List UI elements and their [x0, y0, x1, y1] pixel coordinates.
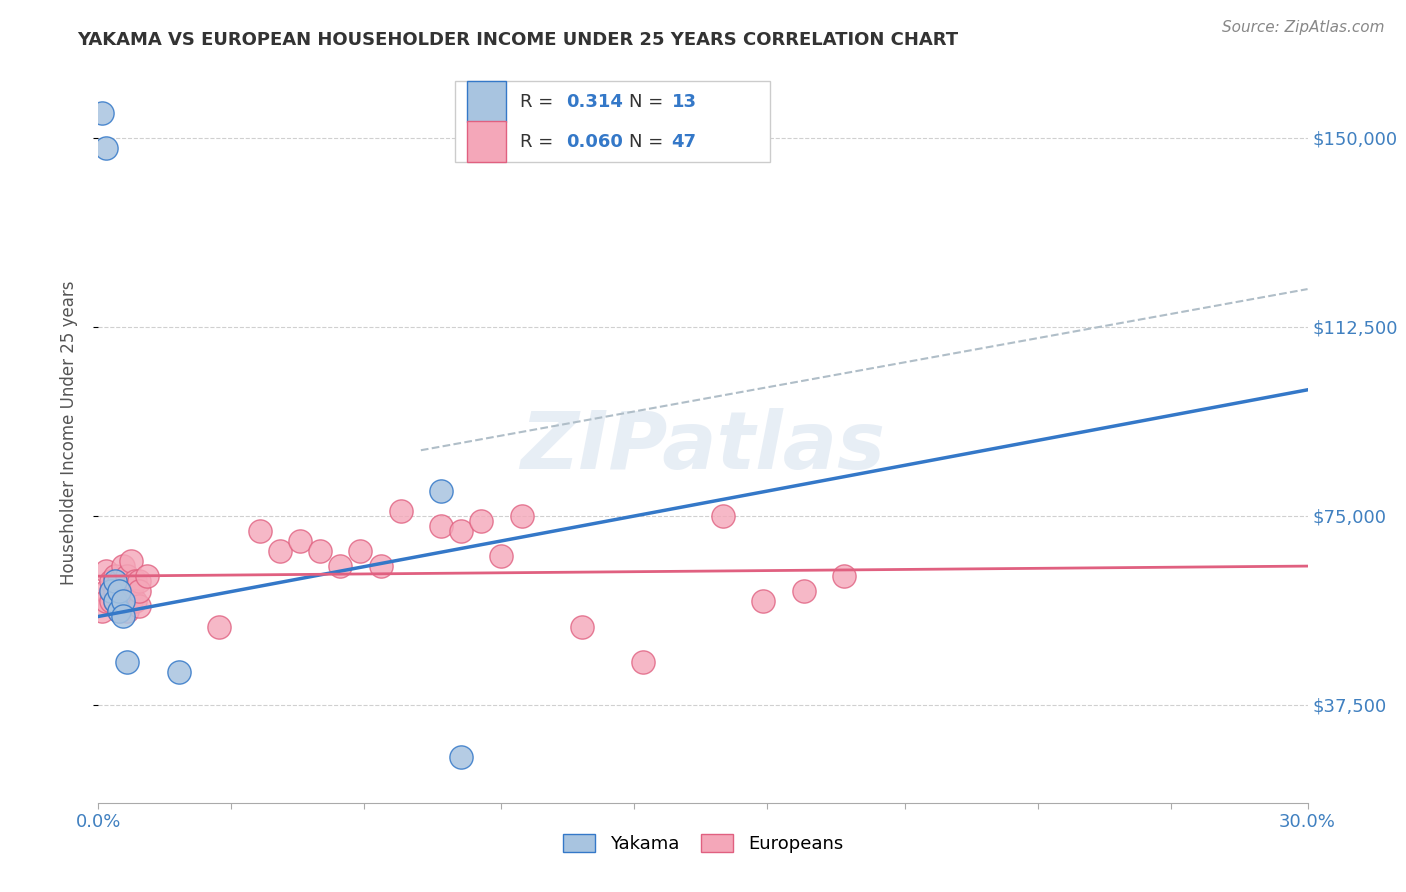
Legend: Yakama, Europeans: Yakama, Europeans: [555, 827, 851, 861]
FancyBboxPatch shape: [456, 81, 769, 162]
Point: [96, 594, 118, 608]
Text: ZIPatlas: ZIPatlas: [520, 409, 886, 486]
Point: [115, 655, 138, 669]
Point: [103, 569, 125, 583]
Point: [370, 559, 392, 574]
Point: [103, 594, 125, 608]
Text: N =: N =: [630, 93, 669, 111]
Point: [120, 584, 142, 599]
Text: 0.060: 0.060: [567, 133, 623, 151]
Point: [111, 559, 134, 574]
Point: [128, 584, 150, 599]
Point: [111, 594, 134, 608]
FancyBboxPatch shape: [467, 81, 506, 122]
Point: [491, 549, 513, 563]
Point: [103, 574, 125, 589]
FancyBboxPatch shape: [467, 121, 506, 162]
Point: [389, 504, 412, 518]
Point: [450, 750, 472, 764]
Point: [111, 609, 134, 624]
Text: R =: R =: [520, 133, 560, 151]
Point: [128, 574, 150, 589]
Text: R =: R =: [520, 93, 560, 111]
Point: [329, 559, 352, 574]
Point: [96, 564, 118, 578]
Point: [100, 584, 122, 599]
Point: [128, 599, 150, 614]
Point: [120, 554, 142, 568]
Point: [107, 574, 129, 589]
Point: [107, 604, 129, 618]
Point: [91, 604, 114, 618]
Point: [450, 524, 472, 538]
Point: [124, 574, 146, 589]
Text: Source: ZipAtlas.com: Source: ZipAtlas.com: [1222, 20, 1385, 35]
Point: [349, 544, 371, 558]
Point: [288, 533, 311, 548]
Point: [100, 574, 122, 589]
Point: [430, 518, 453, 533]
Point: [430, 483, 453, 498]
Point: [470, 514, 492, 528]
Point: [91, 105, 114, 120]
Text: N =: N =: [630, 133, 669, 151]
Point: [120, 594, 142, 608]
Point: [167, 665, 190, 679]
Point: [711, 508, 734, 523]
Point: [510, 508, 533, 523]
Point: [103, 594, 125, 608]
Point: [631, 655, 654, 669]
Point: [309, 544, 332, 558]
Point: [103, 584, 125, 599]
Point: [96, 141, 118, 155]
Text: YAKAMA VS EUROPEAN HOUSEHOLDER INCOME UNDER 25 YEARS CORRELATION CHART: YAKAMA VS EUROPEAN HOUSEHOLDER INCOME UN…: [77, 31, 959, 49]
Point: [100, 594, 122, 608]
Point: [115, 604, 138, 618]
Point: [107, 604, 129, 618]
Y-axis label: Householder Income Under 25 years: Householder Income Under 25 years: [59, 280, 77, 585]
Point: [752, 594, 775, 608]
Point: [96, 584, 118, 599]
Point: [107, 584, 129, 599]
Point: [111, 584, 134, 599]
Point: [100, 584, 122, 599]
Point: [208, 619, 231, 633]
Point: [135, 569, 157, 583]
Point: [115, 569, 138, 583]
Point: [832, 569, 855, 583]
Text: 47: 47: [672, 133, 696, 151]
Point: [571, 619, 593, 633]
Point: [111, 594, 134, 608]
Point: [124, 594, 146, 608]
Text: 13: 13: [672, 93, 696, 111]
Text: 0.314: 0.314: [567, 93, 623, 111]
Point: [793, 584, 815, 599]
Point: [269, 544, 291, 558]
Point: [107, 584, 129, 599]
Point: [249, 524, 271, 538]
